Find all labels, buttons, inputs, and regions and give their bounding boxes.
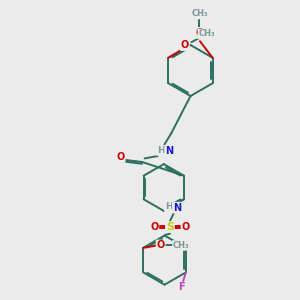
Text: H: H xyxy=(157,146,165,155)
Text: O: O xyxy=(181,40,189,50)
Text: CH₃: CH₃ xyxy=(173,241,189,250)
Text: N: N xyxy=(165,146,173,156)
Text: N: N xyxy=(173,202,181,213)
Text: F: F xyxy=(178,282,185,292)
Text: O: O xyxy=(195,28,203,38)
Text: CH₃: CH₃ xyxy=(198,29,215,38)
Text: H: H xyxy=(165,202,172,211)
Text: S: S xyxy=(166,222,174,232)
Text: O: O xyxy=(150,222,158,232)
Text: CH₃: CH₃ xyxy=(192,9,208,18)
Text: O: O xyxy=(182,222,190,232)
Text: O: O xyxy=(157,240,165,250)
Text: O: O xyxy=(116,152,125,162)
